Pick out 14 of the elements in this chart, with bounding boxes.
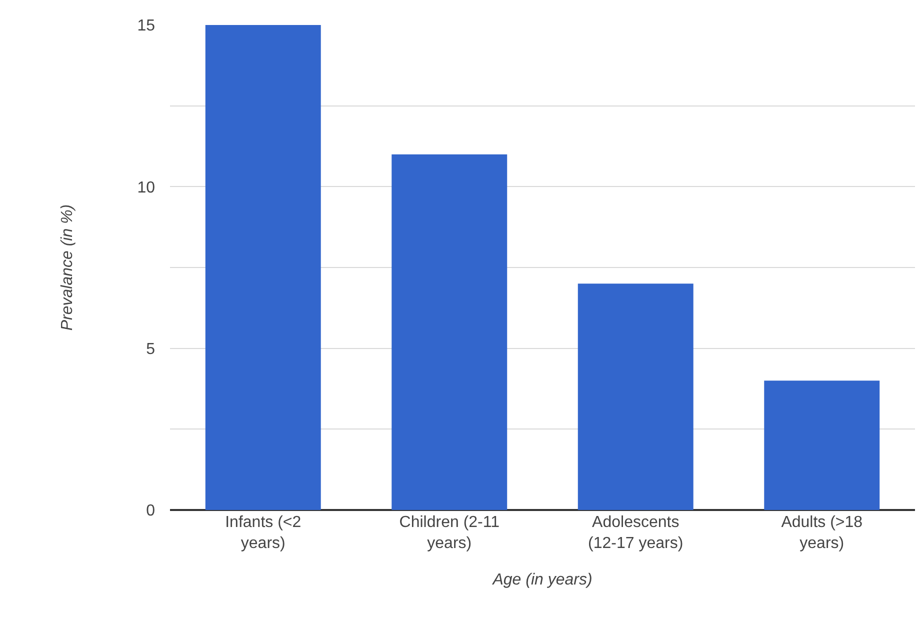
x-tick-label: Children (2-11 years) xyxy=(399,514,500,552)
y-axis-title: Prevalance (in %) xyxy=(59,204,76,331)
bar xyxy=(578,284,694,510)
bar xyxy=(764,380,880,510)
bar xyxy=(205,25,321,510)
y-tick-label: 0 xyxy=(146,502,156,520)
y-tick-label: 15 xyxy=(137,18,156,35)
y-tick-label: 10 xyxy=(137,179,156,196)
bar xyxy=(392,154,508,510)
y-tick-label: 5 xyxy=(146,340,156,358)
x-tick-label: Adults (>18 years) xyxy=(781,514,863,552)
x-axis-title: Age (in years) xyxy=(492,572,592,588)
x-tick-label: Adolescents (12-17 years) xyxy=(588,514,684,552)
x-tick-label: Infants (<2 years) xyxy=(225,514,302,552)
